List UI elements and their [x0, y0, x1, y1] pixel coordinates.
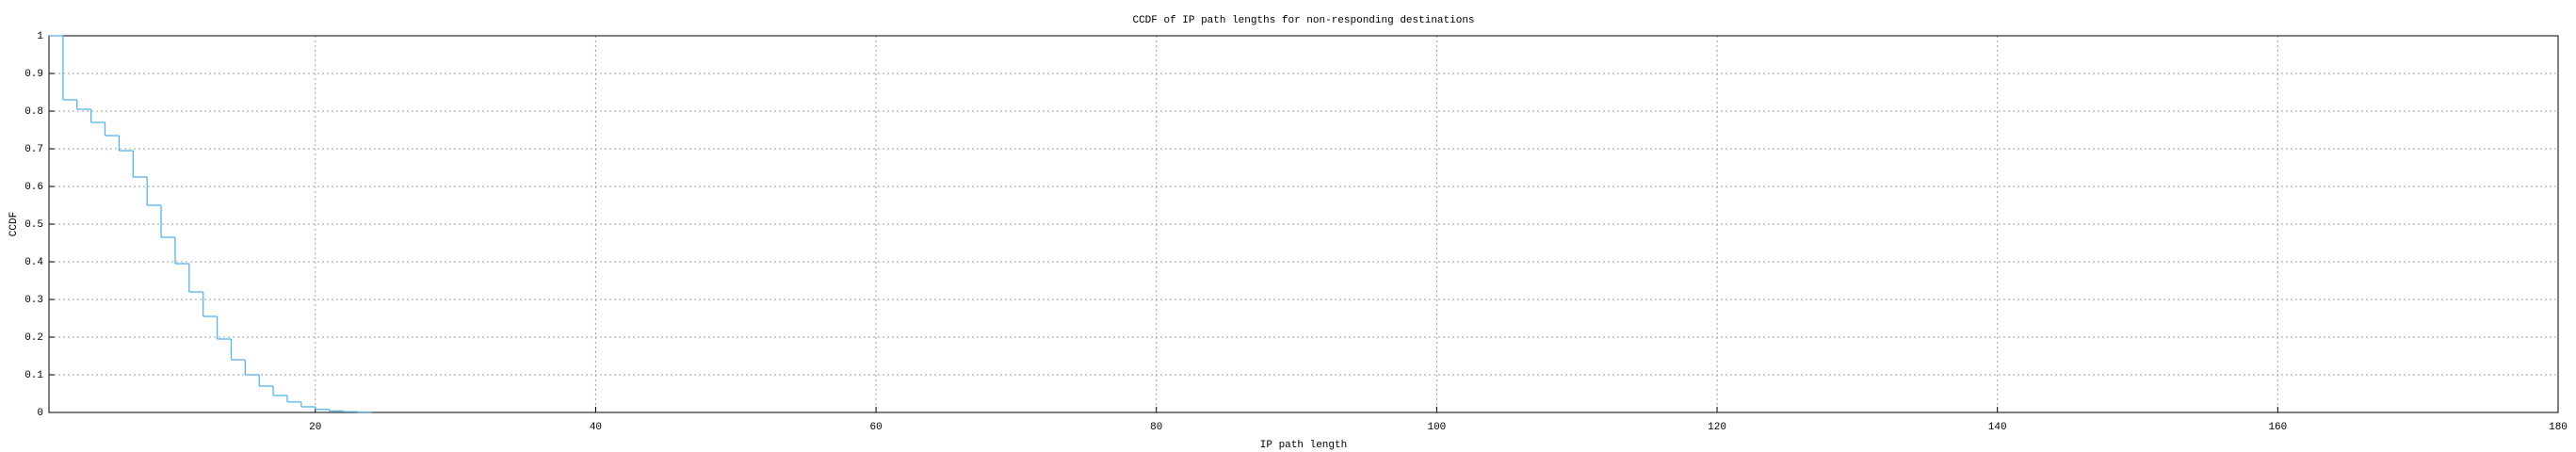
- x-tick-label: 100: [1427, 422, 1446, 433]
- y-tick-label: 1: [37, 31, 43, 42]
- x-tick-label: 180: [2549, 422, 2568, 433]
- y-tick-label: 0.8: [24, 106, 43, 118]
- y-tick-label: 0.7: [24, 144, 43, 155]
- y-tick-label: 0.9: [24, 69, 43, 80]
- x-axis-label: IP path length: [1260, 440, 1347, 451]
- y-tick-label: 0.1: [24, 370, 43, 381]
- x-tick-label: 20: [309, 422, 321, 433]
- y-tick-label: 0: [37, 408, 43, 419]
- plot-frame: [48, 35, 2559, 413]
- x-tick-label: 60: [869, 422, 882, 433]
- y-tick-label: 0.2: [24, 332, 43, 344]
- x-tick-label: 140: [1988, 422, 2007, 433]
- x-tick-label: 80: [1150, 422, 1162, 433]
- y-tick-label: 0.4: [24, 257, 43, 268]
- x-tick-label: 40: [590, 422, 602, 433]
- x-tick-label: 120: [1708, 422, 1726, 433]
- x-tick-label: 160: [2268, 422, 2287, 433]
- y-tick-label: 0.3: [24, 295, 43, 306]
- chart-title: CCDF of IP path lengths for non-respondi…: [1132, 15, 1474, 26]
- y-axis-label: CCDF: [8, 212, 20, 236]
- y-tick-label: 0.5: [24, 219, 43, 231]
- y-tick-label: 0.6: [24, 182, 43, 193]
